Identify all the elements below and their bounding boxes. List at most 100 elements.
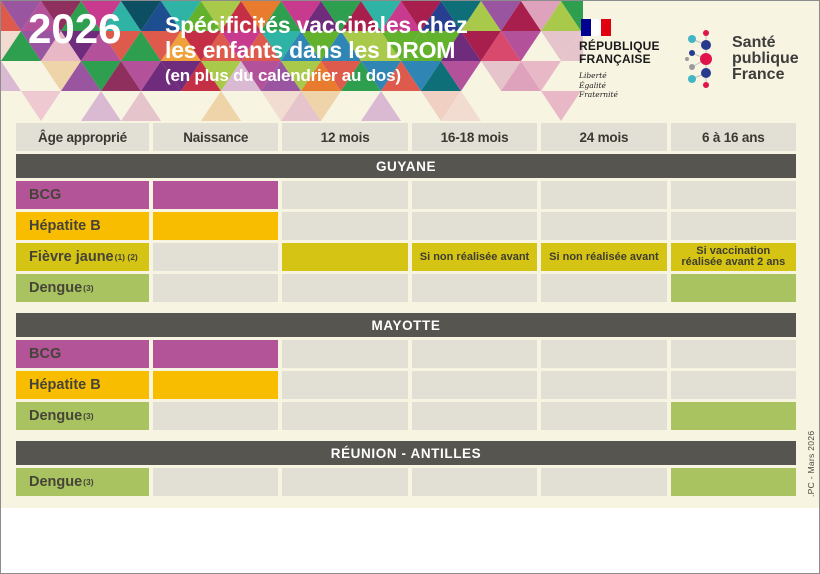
rf-name-line2: FRANÇAISE <box>579 52 651 66</box>
mosaic-triangle <box>121 61 161 91</box>
edition-note: .PC - Mars 2026 <box>806 430 816 497</box>
schedule-cell <box>282 468 408 496</box>
schedule-cell <box>153 274 279 302</box>
mosaic-triangle <box>241 61 281 91</box>
mosaic-triangle <box>221 61 261 91</box>
schedule-cell <box>541 402 667 430</box>
republique-francaise-logo: RÉPUBLIQUE FRANÇAISE Liberté Égalité Fra… <box>579 19 660 100</box>
schedule-cell <box>153 340 279 368</box>
section-r-union-antilles: RÉUNION - ANTILLES Dengue (3) <box>16 441 796 496</box>
vaccine-label-cell: BCG <box>16 340 149 368</box>
gray-dot <box>689 64 695 70</box>
mosaic-triangle <box>461 31 501 61</box>
mosaic-triangle <box>1 1 41 31</box>
rf-name-line1: RÉPUBLIQUE <box>579 39 660 53</box>
schedule-cell <box>282 274 408 302</box>
teal-dot <box>688 75 696 83</box>
schedule-cell <box>282 402 408 430</box>
mosaic-triangle <box>401 1 441 31</box>
red-dot <box>703 82 709 88</box>
schedule-cell <box>670 371 796 399</box>
mosaic-triangle <box>441 31 481 61</box>
vaccine-row: BCG <box>16 181 796 209</box>
vaccine-row: Fièvre jaune (1) (2) Si non réalisée avant… <box>16 243 796 271</box>
mosaic-triangle <box>361 1 401 31</box>
section-mayotte: MAYOTTE BCG Hépatite B Dengue (3) <box>16 313 796 430</box>
schedule-cell <box>411 371 538 399</box>
rf-motto: Liberté Égalité Fraternité <box>579 71 660 100</box>
mosaic-triangle <box>161 61 201 91</box>
schedule-cell <box>670 340 796 368</box>
schedule-cell <box>282 181 408 209</box>
schedule-cell <box>541 371 667 399</box>
schedule-cell <box>282 340 408 368</box>
mosaic-triangle <box>261 31 301 61</box>
mosaic-triangle <box>541 1 581 31</box>
mosaic-triangle <box>321 1 361 31</box>
column-header-4: 24 mois <box>541 123 667 151</box>
mosaic-triangle <box>221 31 261 61</box>
vaccine-label-cell: Dengue (3) <box>16 274 149 302</box>
vaccine-label-cell: Hépatite B <box>16 371 149 399</box>
schedule-cell <box>411 340 538 368</box>
mosaic-triangle <box>301 1 341 31</box>
mosaic-triangle <box>281 1 321 31</box>
mosaic-triangle <box>561 1 583 31</box>
schedule-cell <box>282 371 408 399</box>
schedule-cell: Si vaccination réalisée avant 2 ans <box>670 243 796 271</box>
rf-motto-line: Fraternité <box>579 90 618 99</box>
schedule-cell: Si non réalisée avant <box>411 243 538 271</box>
vaccination-table: Âge approprié Naissance 12 mois 16-18 mois 2… <box>16 123 796 499</box>
mosaic-triangle <box>261 91 301 121</box>
year-label: 2026 <box>28 5 122 52</box>
vaccine-label-cell: BCG <box>16 181 149 209</box>
mosaic-triangle <box>81 91 121 121</box>
schedule-cell <box>670 402 796 430</box>
mosaic-triangle <box>201 91 241 121</box>
mosaic-triangle <box>541 31 581 61</box>
mosaic-triangle <box>21 31 61 61</box>
mosaic-triangle <box>181 61 221 91</box>
schedule-cell <box>153 468 279 496</box>
schedule-cell <box>153 243 279 271</box>
mosaic-triangle <box>1 61 21 91</box>
mosaic-triangle <box>201 31 241 61</box>
section-band-guyane: GUYANE <box>16 154 796 178</box>
schedule-cell <box>153 402 279 430</box>
schedule-cell <box>411 274 538 302</box>
schedule-cell <box>541 468 667 496</box>
vaccine-row: Dengue (3) <box>16 274 796 302</box>
mosaic-triangle <box>301 31 341 61</box>
mosaic-triangle <box>421 31 461 61</box>
mosaic-triangle <box>261 61 301 91</box>
mosaic-triangle <box>41 61 81 91</box>
mosaic-triangle <box>21 91 61 121</box>
mosaic-triangle <box>261 1 301 31</box>
column-header-5: 6 à 16 ans <box>670 123 796 151</box>
mosaic-triangle <box>421 1 461 31</box>
mosaic-triangle <box>481 61 521 91</box>
mosaic-triangle <box>341 61 381 91</box>
table-header-row: Âge approprié Naissance 12 mois 16-18 mois 2… <box>16 123 796 151</box>
mosaic-pattern <box>1 1 583 121</box>
mosaic-triangle <box>21 1 61 31</box>
schedule-cell <box>153 371 279 399</box>
schedule-cell <box>670 212 796 240</box>
mosaic-triangle <box>201 61 241 91</box>
spf-wordmark-line2: publique <box>732 50 799 67</box>
flag-blue-stripe <box>581 19 591 36</box>
vaccine-row: Hépatite B <box>16 371 796 399</box>
schedule-cell <box>541 212 667 240</box>
flag-white-stripe <box>591 19 601 36</box>
mosaic-triangle <box>281 91 321 121</box>
navy-dot <box>701 40 711 50</box>
page-bottom-margin <box>1 508 819 573</box>
mosaic-triangle <box>421 91 461 121</box>
teal-dot <box>688 35 696 43</box>
mosaic-triangle <box>501 61 541 91</box>
section-band-mayotte: MAYOTTE <box>16 313 796 337</box>
column-header-3: 16-18 mois <box>411 123 538 151</box>
vaccine-label-cell: Fièvre jaune (1) (2) <box>16 243 149 271</box>
mosaic-triangle <box>481 31 521 61</box>
mosaic-triangle <box>561 31 583 61</box>
